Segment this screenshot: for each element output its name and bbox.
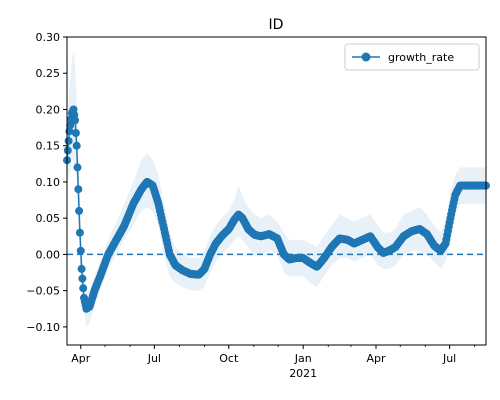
legend-label: growth_rate bbox=[388, 51, 454, 64]
x-tick-label: Oct bbox=[219, 352, 239, 365]
data-point bbox=[78, 274, 87, 283]
y-tick-label: −0.10 bbox=[26, 321, 60, 334]
y-tick-label: 0.05 bbox=[36, 212, 61, 225]
y-tick-label: 0.30 bbox=[36, 31, 61, 44]
data-point bbox=[73, 163, 82, 172]
legend-box bbox=[344, 43, 480, 71]
data-point bbox=[71, 129, 80, 137]
x-tick-label: Jul bbox=[147, 352, 161, 365]
data-point bbox=[71, 116, 80, 125]
x-tick-label: Jul bbox=[442, 352, 456, 365]
data-point bbox=[75, 228, 84, 237]
plot-frame bbox=[66, 36, 487, 346]
x-tick-label: Apr bbox=[366, 352, 386, 365]
y-tick-label: 0.25 bbox=[36, 67, 61, 80]
x-year-label: 2021 bbox=[289, 367, 317, 380]
x-tick-label: Apr bbox=[71, 352, 91, 365]
confidence-band-layer bbox=[67, 51, 486, 327]
data-point bbox=[75, 206, 84, 215]
data-point bbox=[63, 146, 72, 155]
data-point bbox=[77, 264, 86, 273]
y-tick-label: −0.05 bbox=[26, 285, 60, 298]
x-tick-label: Jan bbox=[294, 352, 312, 365]
y-tick-label: 0.15 bbox=[36, 140, 61, 153]
y-tick-label: 0.00 bbox=[36, 248, 61, 261]
legend-marker bbox=[361, 52, 371, 62]
data-point bbox=[74, 185, 83, 194]
data-point bbox=[72, 141, 81, 150]
y-tick-label: 0.20 bbox=[36, 103, 61, 116]
chart-title: ID bbox=[269, 17, 284, 33]
data-point bbox=[76, 246, 85, 255]
data-point bbox=[79, 284, 88, 293]
confidence-band bbox=[67, 51, 486, 327]
axes-layer: −0.10 −0.05 0.00 0.05 0.10 0.15 0.20 0.25 0.30 Ap… bbox=[26, 31, 487, 380]
data-point bbox=[66, 121, 75, 130]
y-tick-label: 0.10 bbox=[36, 176, 61, 189]
series-layer bbox=[63, 105, 490, 313]
data-point bbox=[64, 136, 73, 145]
legend: growth_rate bbox=[344, 43, 480, 71]
